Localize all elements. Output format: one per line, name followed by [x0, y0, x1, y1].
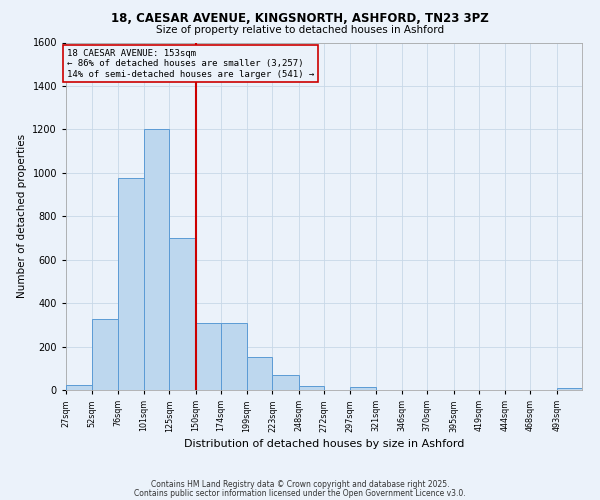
Text: Size of property relative to detached houses in Ashford: Size of property relative to detached ho…: [156, 25, 444, 35]
Bar: [196, 322, 221, 390]
Bar: [350, 386, 376, 390]
Text: Contains HM Land Registry data © Crown copyright and database right 2025.: Contains HM Land Registry data © Crown c…: [151, 480, 449, 489]
Bar: [66, 384, 92, 390]
Bar: [118, 178, 144, 390]
Bar: [144, 130, 169, 390]
Bar: [299, 386, 324, 390]
Y-axis label: Number of detached properties: Number of detached properties: [17, 134, 27, 298]
Bar: [169, 238, 196, 390]
Bar: [221, 322, 247, 390]
Bar: [557, 388, 582, 390]
Bar: [272, 375, 299, 390]
Bar: [247, 358, 272, 390]
Text: 18 CAESAR AVENUE: 153sqm
← 86% of detached houses are smaller (3,257)
14% of sem: 18 CAESAR AVENUE: 153sqm ← 86% of detach…: [67, 49, 314, 79]
Text: 18, CAESAR AVENUE, KINGSNORTH, ASHFORD, TN23 3PZ: 18, CAESAR AVENUE, KINGSNORTH, ASHFORD, …: [111, 12, 489, 26]
Text: Contains public sector information licensed under the Open Government Licence v3: Contains public sector information licen…: [134, 489, 466, 498]
Bar: [92, 320, 118, 390]
X-axis label: Distribution of detached houses by size in Ashford: Distribution of detached houses by size …: [184, 438, 464, 448]
